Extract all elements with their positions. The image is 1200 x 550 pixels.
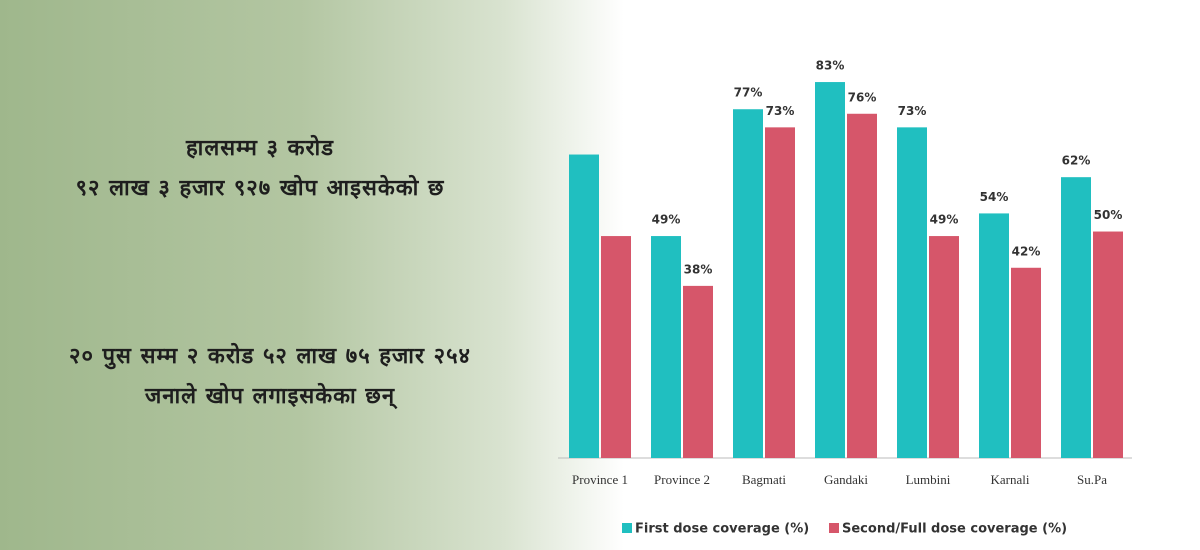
data-label: 50% <box>1094 208 1123 222</box>
data-label: 49% <box>652 213 681 227</box>
legend-swatch <box>622 523 632 533</box>
bar <box>929 236 959 458</box>
bar <box>651 236 681 458</box>
x-tick-label: Karnali <box>991 472 1030 487</box>
text-line: ९२ लाख ३ हजार ९२७ खोप आइसकेको छ <box>75 176 445 201</box>
data-label: 49% <box>930 213 959 227</box>
x-tick-label: Province 1 <box>572 472 628 487</box>
text-line: जनाले खोप लगाइसकेका छन् <box>144 384 396 409</box>
bar <box>683 285 713 458</box>
data-label: 38% <box>684 262 713 276</box>
x-tick-label: Su.Pa <box>1077 472 1107 487</box>
x-tick-label: Lumbini <box>906 472 951 487</box>
bar <box>1011 267 1041 458</box>
x-tick-label: Gandaki <box>824 472 868 487</box>
bar <box>979 213 1009 458</box>
legend-label: First dose coverage (%) <box>635 522 809 537</box>
text-line: २० पुस सम्म २ करोड ५२ लाख ७५ हजार २५४ <box>69 344 471 369</box>
data-label: 54% <box>980 190 1009 204</box>
legend-swatch <box>829 523 839 533</box>
data-label: 62% <box>1062 154 1091 168</box>
data-label: 76% <box>848 90 877 104</box>
bar <box>1093 231 1123 458</box>
bar <box>897 127 927 459</box>
bar <box>847 113 877 458</box>
legend-label: Second/Full dose coverage (%) <box>842 522 1067 537</box>
text-line: हालसम्म ३ करोड <box>185 136 335 161</box>
headline-1: हालसम्म ३ करोड ९२ लाख ३ हजार ९२७ खोप आइस… <box>0 132 520 202</box>
data-label: 42% <box>1012 244 1041 258</box>
bar <box>601 236 631 458</box>
headline-2: २० पुस सम्म २ करोड ५२ लाख ७५ हजार २५४ जन… <box>10 340 530 410</box>
bar <box>569 154 599 458</box>
bar <box>815 82 845 458</box>
bar <box>733 109 763 458</box>
bar <box>765 127 795 459</box>
x-tick-label: Province 2 <box>654 472 710 487</box>
data-label: 73% <box>898 104 927 118</box>
data-label: 77% <box>734 86 763 100</box>
x-tick-label: Bagmati <box>742 472 786 487</box>
data-label: 83% <box>816 59 845 73</box>
data-label: 73% <box>766 104 795 118</box>
bar <box>1061 177 1091 459</box>
